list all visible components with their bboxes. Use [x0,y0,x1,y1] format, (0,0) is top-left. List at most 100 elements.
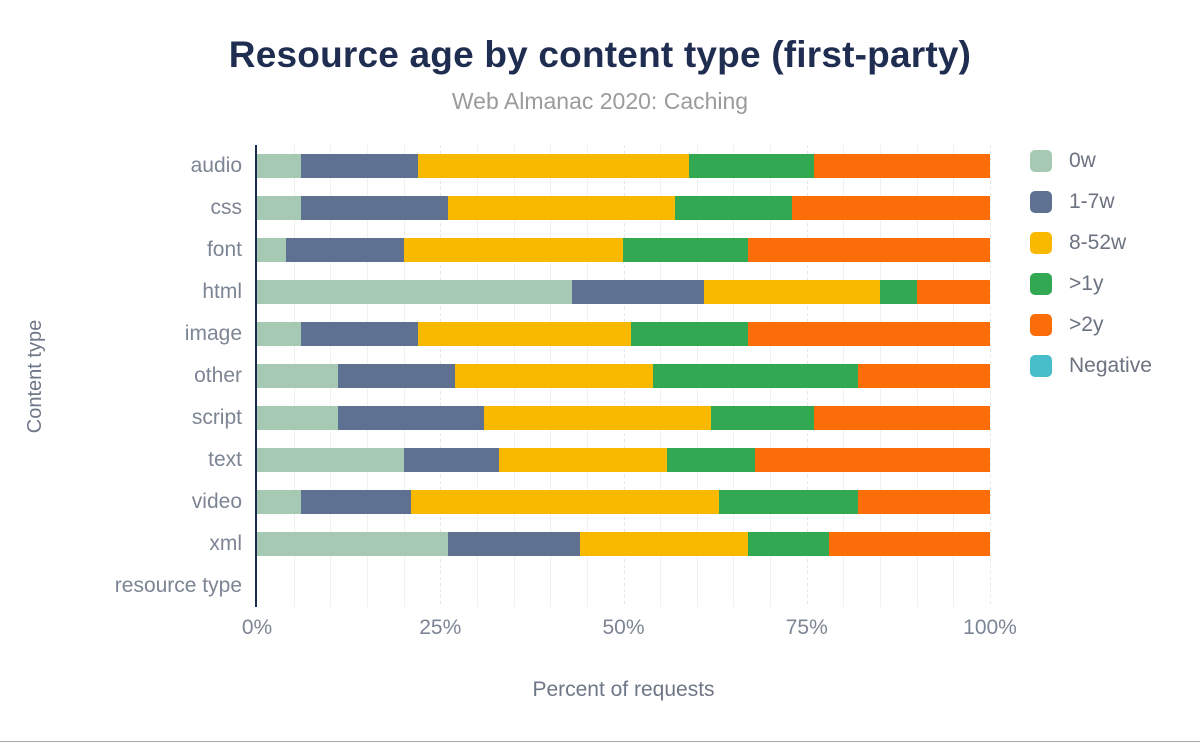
legend-item-1-7w[interactable]: 1-7w [1030,190,1152,213]
bar-segment-video-0w[interactable] [257,490,301,514]
bar-segment-image->1y[interactable] [630,322,749,346]
bar-segment-video-1-7w[interactable] [300,490,411,514]
legend-item->1y[interactable]: >1y [1030,272,1152,295]
stacked-bar-other [257,364,990,388]
y-axis-label-resource-type: resource type [114,574,242,597]
bar-segment-audio-1-7w[interactable] [300,154,419,178]
y-axis-label-audio: audio [190,154,242,177]
bar-segment-text->1y[interactable] [667,448,756,472]
y-axis-line [255,145,257,607]
bar-segment-xml-0w[interactable] [257,532,448,556]
bar-segment-text->2y[interactable] [755,448,990,472]
bar-segment-font-0w[interactable] [257,238,287,262]
y-axis-label-other: other [194,364,242,387]
bar-segment-video-8-52w[interactable] [410,490,719,514]
bar-row-html [257,271,990,313]
bar-segment-html->2y[interactable] [916,280,990,304]
legend-label->1y: >1y [1069,272,1104,295]
stacked-bar-image [257,322,990,346]
bar-segment-xml->2y[interactable] [828,532,990,556]
bar-row-video [257,481,990,523]
bar-segment-font->1y[interactable] [623,238,749,262]
legend-label-8-52w: 8-52w [1069,231,1127,254]
bar-segment-script-0w[interactable] [257,406,338,430]
legend-item-0w[interactable]: 0w [1030,149,1152,172]
stacked-bar-html [257,280,990,304]
bar-segment-video->1y[interactable] [718,490,859,514]
legend-swatch-8-52w [1030,232,1052,254]
y-axis-label-script: script [191,406,242,429]
bar-segment-html-0w[interactable] [257,280,573,304]
bar-segment-script->2y[interactable] [814,406,990,430]
y-axis-label-text: text [208,448,242,471]
x-axis-tick-50: 50% [602,616,645,639]
bar-segment-image->2y[interactable] [748,322,990,346]
legend-item-8-52w[interactable]: 8-52w [1030,231,1152,254]
x-axis-title: Percent of requests [532,678,715,701]
stacked-bar-resource-type [257,574,990,598]
bar-segment-other-1-7w[interactable] [337,364,455,388]
bar-segment-other->1y[interactable] [652,364,859,388]
y-axis-label-css: css [210,196,243,219]
bar-segment-audio-8-52w[interactable] [418,154,690,178]
bar-segment-other->2y[interactable] [858,364,990,388]
x-axis-ticks: 0% 25% 50% 75% 100% [242,616,1017,642]
legend-label-Negative: Negative [1069,354,1152,377]
x-axis-tick-75: 75% [785,616,828,639]
y-axis-labels: audio css font html image other script text vide… [0,145,242,607]
bar-rows [257,145,990,607]
bar-segment-script->1y[interactable] [711,406,815,430]
bar-segment-css->1y[interactable] [674,196,793,220]
bar-segment-xml-8-52w[interactable] [579,532,749,556]
bar-segment-font-8-52w[interactable] [403,238,624,262]
bar-row-text [257,439,990,481]
bar-segment-audio->1y[interactable] [689,154,815,178]
stacked-bar-css [257,196,990,220]
legend-swatch-0w [1030,150,1052,172]
bar-segment-video->2y[interactable] [858,490,990,514]
gridline-100 [990,145,991,607]
bar-row-resource-type [257,565,990,607]
x-axis-tick-25: 25% [419,616,462,639]
bar-segment-html-1-7w[interactable] [572,280,705,304]
bar-segment-other-0w[interactable] [257,364,338,388]
stacked-bar-script [257,406,990,430]
bar-segment-other-8-52w[interactable] [454,364,653,388]
bar-row-script [257,397,990,439]
legend-item-Negative[interactable]: Negative [1030,354,1152,377]
bar-segment-css-1-7w[interactable] [300,196,448,220]
x-axis-tick-0: 0% [241,616,273,639]
stacked-bar-video [257,490,990,514]
legend-label-1-7w: 1-7w [1069,190,1115,213]
bar-segment-css-0w[interactable] [257,196,301,220]
bar-segment-html->1y[interactable] [880,280,917,304]
legend: 0w 1-7w 8-52w >1y >2y Negative [1030,149,1152,396]
bar-segment-css-8-52w[interactable] [447,196,675,220]
y-axis-label-image: image [184,322,242,345]
chart-title: Resource age by content type (first-part… [228,34,972,75]
legend-label-0w: 0w [1069,149,1096,172]
bar-segment-text-0w[interactable] [257,448,404,472]
bar-segment-text-8-52w[interactable] [498,448,668,472]
bar-segment-css->2y[interactable] [792,196,990,220]
bar-segment-xml->1y[interactable] [748,532,829,556]
stacked-bar-xml [257,532,990,556]
bar-segment-font-1-7w[interactable] [286,238,404,262]
stacked-bar-audio [257,154,990,178]
bar-row-font [257,229,990,271]
bar-segment-font->2y[interactable] [748,238,990,262]
bar-segment-text-1-7w[interactable] [403,448,499,472]
bar-segment-xml-1-7w[interactable] [447,532,580,556]
bar-segment-image-1-7w[interactable] [300,322,419,346]
stacked-bar-text [257,448,990,472]
bar-row-audio [257,145,990,187]
bar-segment-image-0w[interactable] [257,322,301,346]
legend-item->2y[interactable]: >2y [1030,313,1152,336]
bar-segment-script-1-7w[interactable] [337,406,485,430]
bar-segment-html-8-52w[interactable] [704,280,881,304]
bar-segment-audio-0w[interactable] [257,154,301,178]
bar-segment-image-8-52w[interactable] [418,322,631,346]
bar-segment-script-8-52w[interactable] [484,406,712,430]
bar-segment-audio->2y[interactable] [814,154,990,178]
